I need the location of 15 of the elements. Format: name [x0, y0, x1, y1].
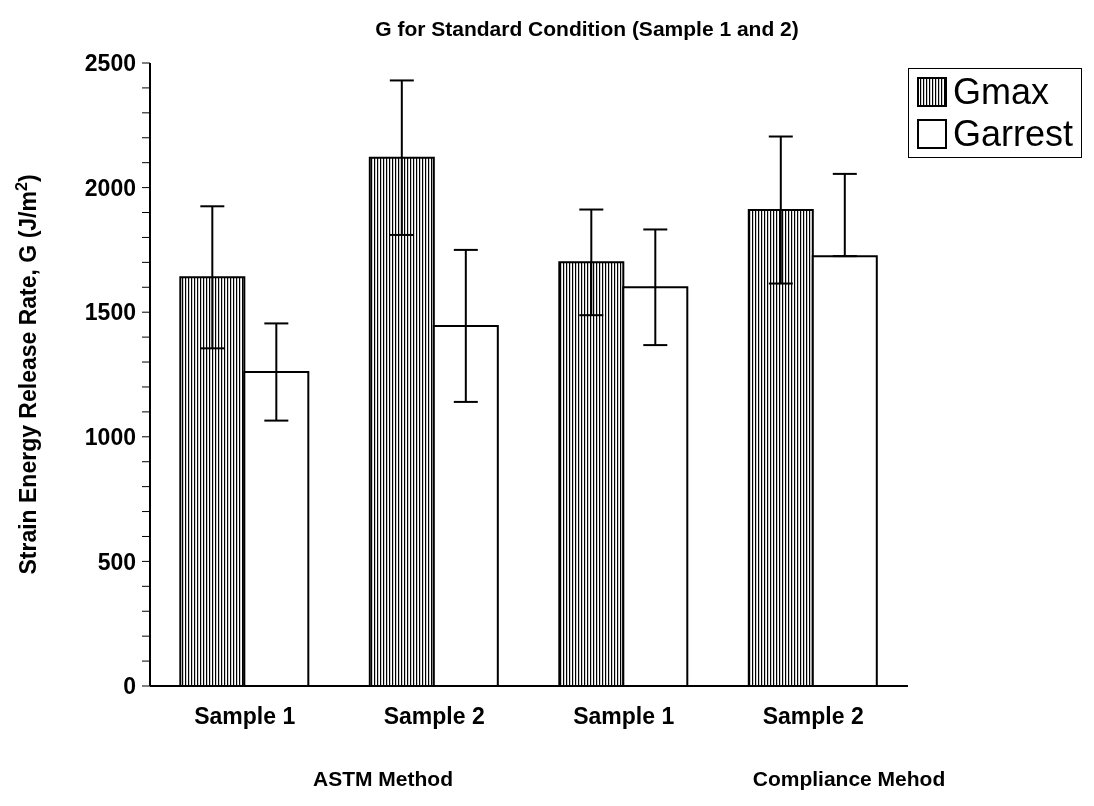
- y-tick-label: 1000: [84, 423, 136, 450]
- legend-label: Garrest: [952, 113, 1073, 155]
- y-tick-label: 2500: [84, 50, 136, 77]
- text: Compliance Mehod: [752, 767, 946, 790]
- text: ASTM Method: [313, 767, 453, 790]
- y-tick-label: 2000: [84, 174, 136, 201]
- y-tick-label: 500: [97, 548, 136, 575]
- chart-title: G for Standard Condition (Sample 1 and 2): [375, 17, 799, 40]
- x-tick-label: Sample 2: [383, 703, 485, 730]
- x-tick-label: Sample 2: [762, 703, 864, 730]
- y-tick-label: 0: [123, 673, 136, 700]
- x-tick-label: Sample 1: [194, 703, 296, 730]
- y-tick-label: 1500: [84, 299, 136, 326]
- legend-label: Gmax: [952, 71, 1049, 113]
- x-tick-label: Sample 1: [573, 703, 675, 730]
